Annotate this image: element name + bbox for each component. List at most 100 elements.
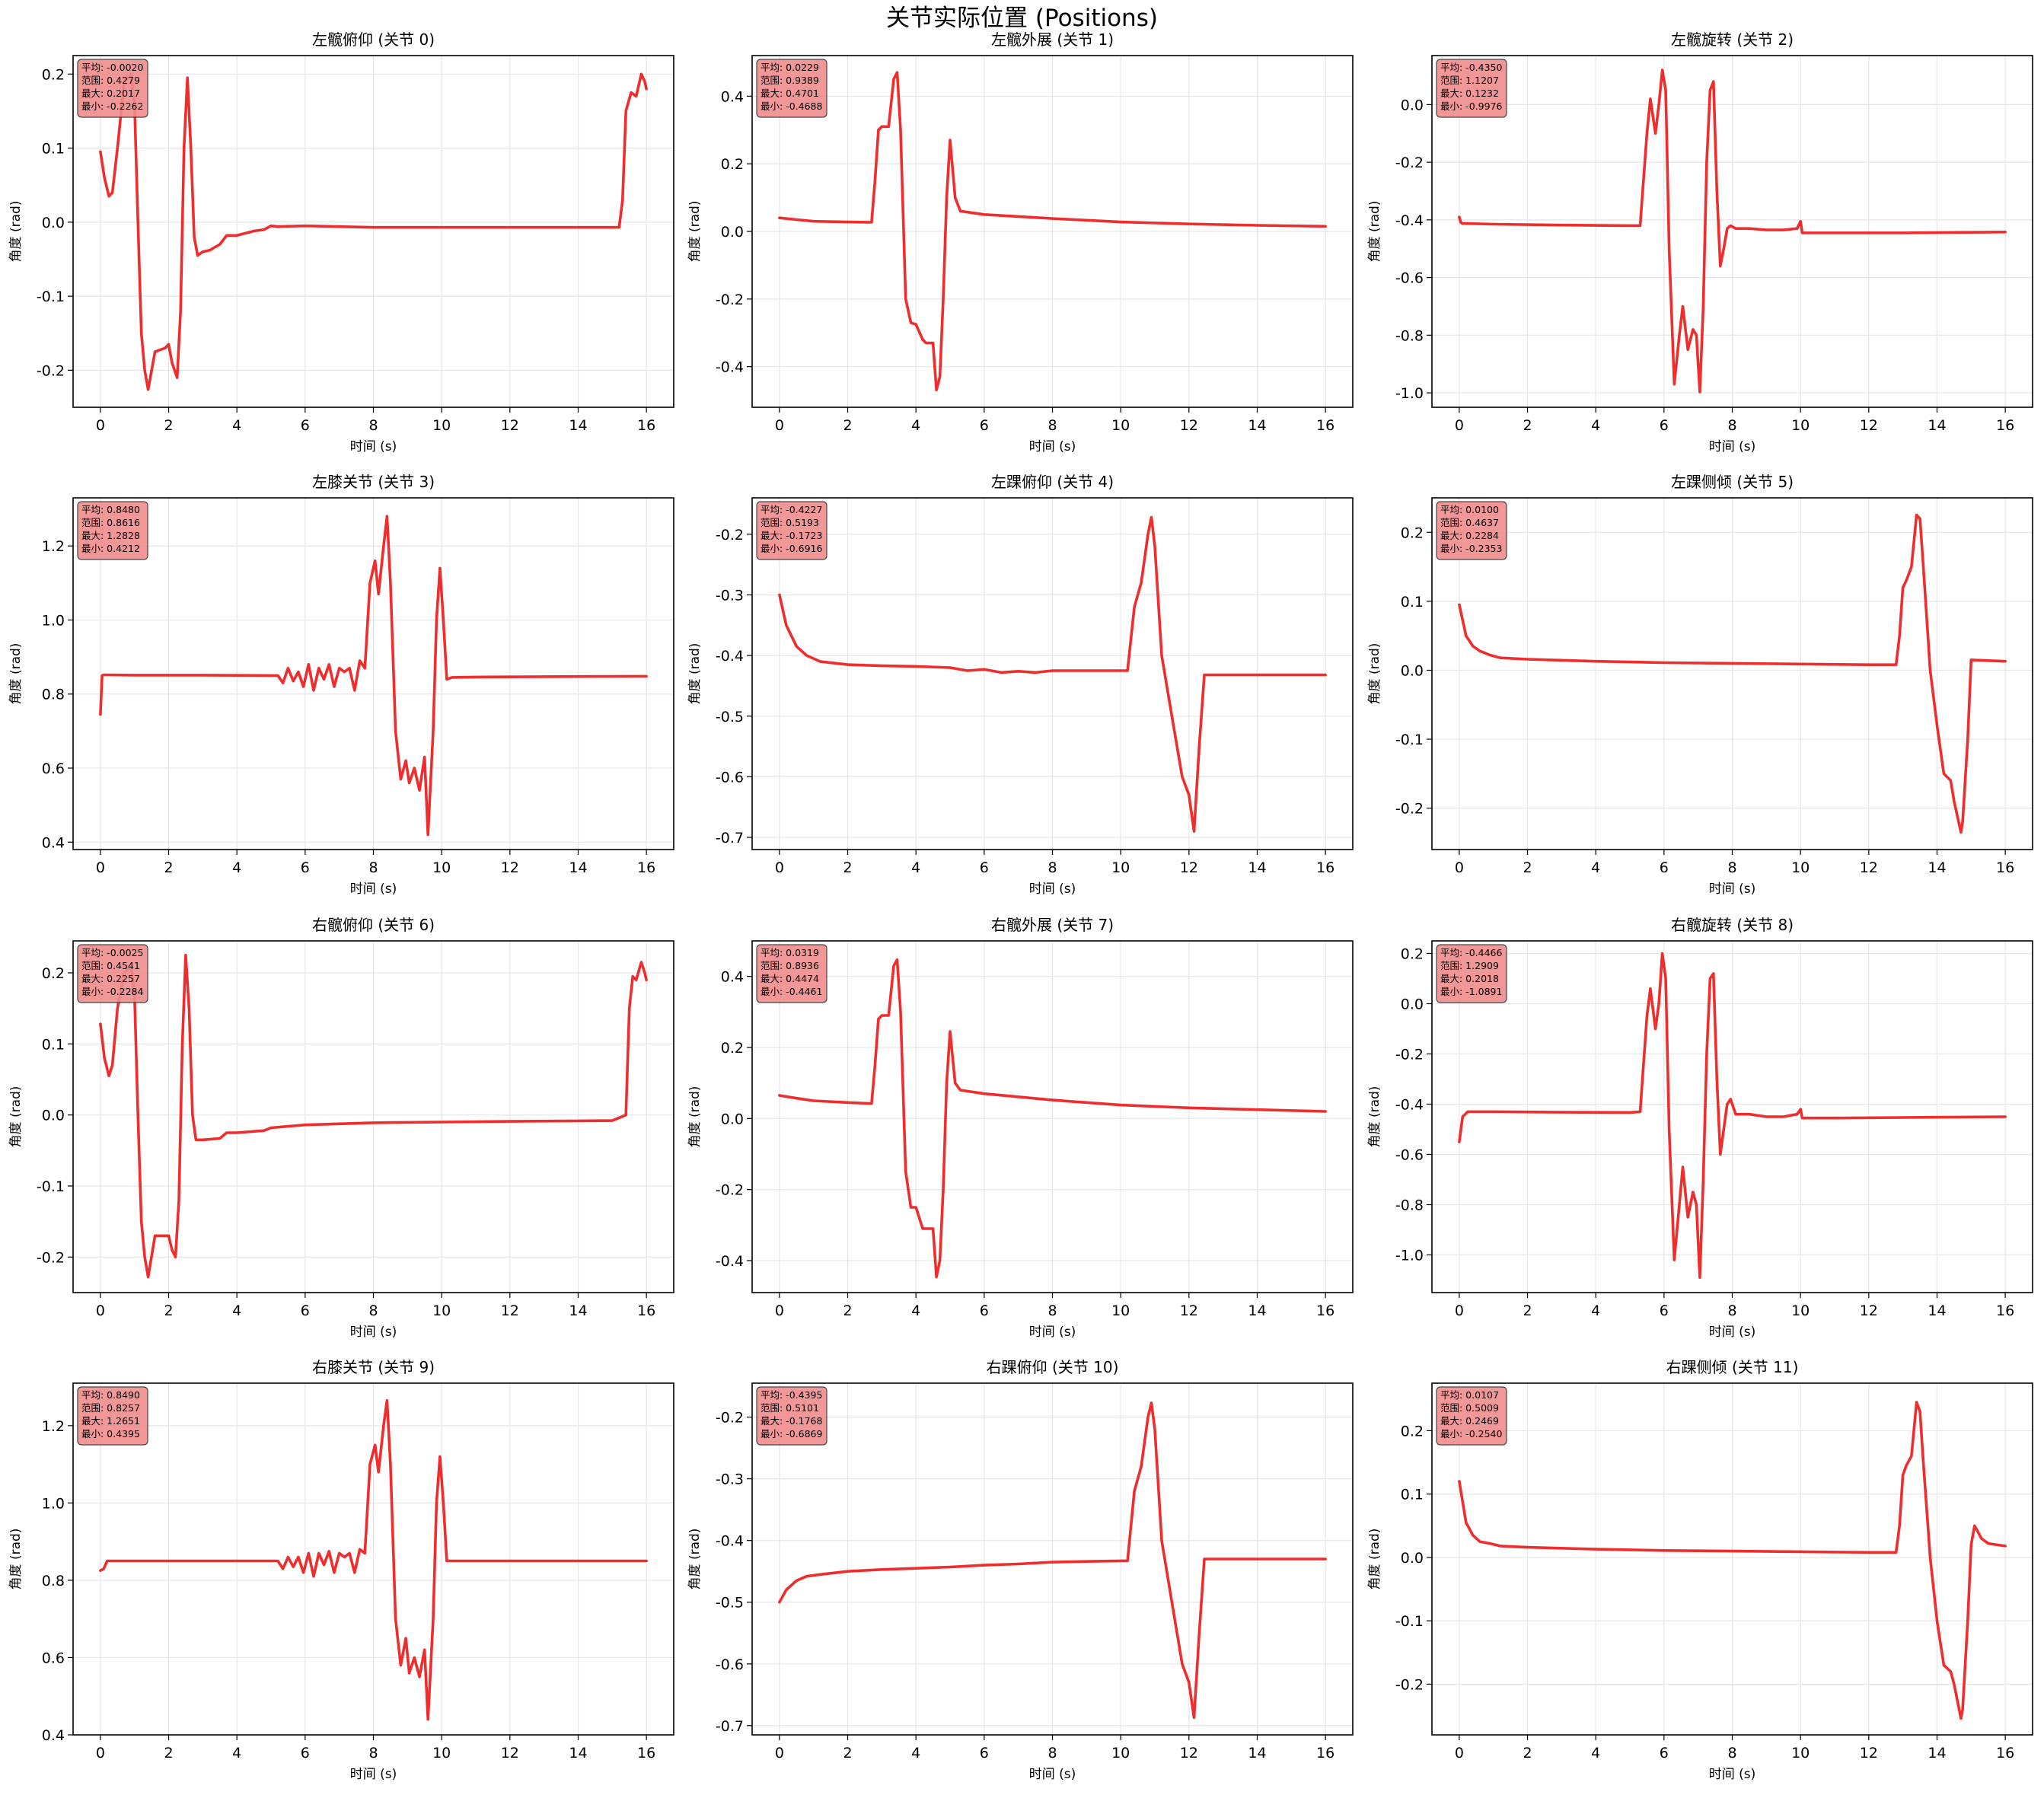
x-tick-label: 10 [1111, 1745, 1130, 1762]
y-tick-label: -0.6 [1395, 1147, 1424, 1164]
stats-line: 平均: -0.4466 [1440, 947, 1502, 958]
stats-line: 最大: 1.2651 [81, 1415, 140, 1427]
x-tick-label: 2 [843, 859, 852, 876]
stats-line: 平均: 0.0107 [1440, 1389, 1499, 1401]
x-tick-label: 12 [501, 859, 519, 876]
series-line-0 [778, 958, 1327, 1279]
x-tick-label: 16 [1996, 1745, 2014, 1762]
stats-line: 平均: -0.4395 [761, 1389, 822, 1401]
y-tick-label: 0.0 [1401, 1550, 1424, 1567]
series-line-0 [778, 71, 1327, 392]
y-tick-label: -0.4 [1395, 212, 1424, 229]
x-tick-label: 8 [368, 417, 378, 434]
x-axis-label: 时间 (s) [1029, 1325, 1076, 1340]
x-tick-label: 8 [1727, 859, 1736, 876]
x-tick-label: 4 [911, 859, 920, 876]
x-tick-label: 12 [1180, 1302, 1198, 1319]
x-tick-label: 12 [1860, 1745, 1878, 1762]
stats-line: 最小: -0.4688 [761, 100, 822, 112]
x-tick-label: 16 [1996, 1302, 2014, 1319]
series-line-0 [99, 515, 648, 837]
stats-line: 最小: -0.2540 [1440, 1428, 1502, 1440]
stats-line: 范围: 0.4541 [81, 960, 140, 971]
x-tick-label: 4 [1591, 859, 1600, 876]
axes-frame [1431, 940, 2033, 1293]
y-axis-label: 角度 (rad) [687, 201, 703, 263]
stats-line: 最大: 0.2017 [81, 88, 140, 99]
axes-frame [751, 940, 1354, 1293]
y-tick-label: 0.0 [1401, 996, 1424, 1013]
y-tick-label: 0.4 [42, 1727, 65, 1744]
x-tick-label: 10 [1111, 1302, 1130, 1319]
x-tick-label: 16 [1316, 1745, 1334, 1762]
stats-line: 范围: 1.2909 [1440, 960, 1499, 971]
stats-line: 最小: -0.2284 [81, 986, 143, 997]
y-tick-label: 1.2 [42, 1418, 65, 1435]
stats-line: 最小: -0.2262 [81, 100, 143, 112]
y-tick-label: -0.2 [37, 362, 65, 379]
series-line-0 [778, 515, 1327, 833]
y-tick-label: 0.0 [42, 215, 65, 231]
subplot-title: 左髋俯仰 (关节 0) [312, 30, 435, 49]
stats-line: 范围: 0.8257 [81, 1402, 140, 1414]
stats-line: 最小: -0.6916 [761, 543, 822, 554]
y-tick-label: 0.4 [42, 834, 65, 851]
x-tick-label: 6 [301, 417, 310, 434]
stats-box [756, 944, 827, 1003]
x-tick-label: 10 [1791, 859, 1810, 876]
y-axis-label: 角度 (rad) [1367, 201, 1382, 263]
x-tick-label: 10 [1111, 859, 1130, 876]
stats-box [756, 1386, 827, 1446]
y-tick-label: 0.2 [1401, 1423, 1424, 1440]
y-tick-label: -0.6 [716, 1656, 744, 1673]
stats-box [1436, 1386, 1507, 1446]
x-tick-label: 2 [164, 1745, 173, 1762]
stats-line: 最小: -0.6869 [761, 1428, 822, 1440]
series-line-0 [99, 1399, 648, 1721]
y-tick-label: 0.2 [721, 1040, 744, 1057]
axes-frame [72, 55, 674, 408]
x-tick-label: 12 [501, 1302, 519, 1319]
y-axis-label: 角度 (rad) [1367, 1529, 1382, 1590]
x-tick-label: 8 [368, 859, 378, 876]
subplot-title: 左膝关节 (关节 3) [312, 473, 435, 491]
stats-box [756, 59, 827, 118]
subplot-title: 右髋外展 (关节 7) [991, 916, 1114, 934]
x-tick-label: 10 [1791, 417, 1810, 434]
x-tick-label: 16 [637, 1745, 655, 1762]
axes-frame [72, 1382, 674, 1736]
stats-box [756, 501, 827, 560]
x-tick-label: 12 [1180, 417, 1198, 434]
subplot-title: 右踝俯仰 (关节 10) [987, 1358, 1119, 1376]
series-line-0 [778, 1401, 1327, 1720]
stats-line: 范围: 0.5101 [761, 1402, 819, 1414]
x-tick-label: 2 [164, 859, 173, 876]
axes-frame [1431, 497, 2033, 850]
y-tick-label: -0.3 [716, 1471, 744, 1488]
x-tick-label: 14 [1928, 417, 1946, 434]
stats-box [77, 59, 148, 118]
x-tick-label: 4 [232, 417, 241, 434]
subplot-title: 左髋外展 (关节 1) [991, 30, 1114, 49]
y-tick-label: 1.0 [42, 1495, 65, 1512]
x-axis-label: 时间 (s) [1029, 1767, 1076, 1782]
stats-line: 平均: -0.4227 [761, 504, 822, 515]
stats-line: 最大: 0.4474 [761, 973, 819, 984]
x-axis-label: 时间 (s) [1029, 882, 1076, 897]
x-tick-label: 8 [1727, 1302, 1736, 1319]
x-tick-label: 10 [1791, 1745, 1810, 1762]
subplot-title: 左踝俯仰 (关节 4) [991, 473, 1114, 491]
x-tick-label: 8 [368, 1302, 378, 1319]
stats-line: 最大: 0.2257 [81, 973, 140, 984]
axes-frame [751, 1382, 1354, 1736]
subplot-4: 0 2 4 6 8 10 12 14 16 -0.7 -0.6 -0.5 -0.4 -0.3 -0.2 平均:… [687, 473, 1354, 897]
y-tick-label: -0.5 [716, 1595, 744, 1612]
stats-line: 范围: 0.5009 [1440, 1402, 1499, 1414]
x-tick-label: 16 [637, 1302, 655, 1319]
y-tick-label: -0.1 [37, 1178, 65, 1195]
x-tick-label: 16 [1996, 417, 2014, 434]
y-axis-label: 角度 (rad) [1367, 643, 1382, 705]
x-tick-label: 2 [164, 417, 173, 434]
x-tick-label: 0 [775, 859, 784, 876]
x-tick-label: 2 [843, 417, 852, 434]
